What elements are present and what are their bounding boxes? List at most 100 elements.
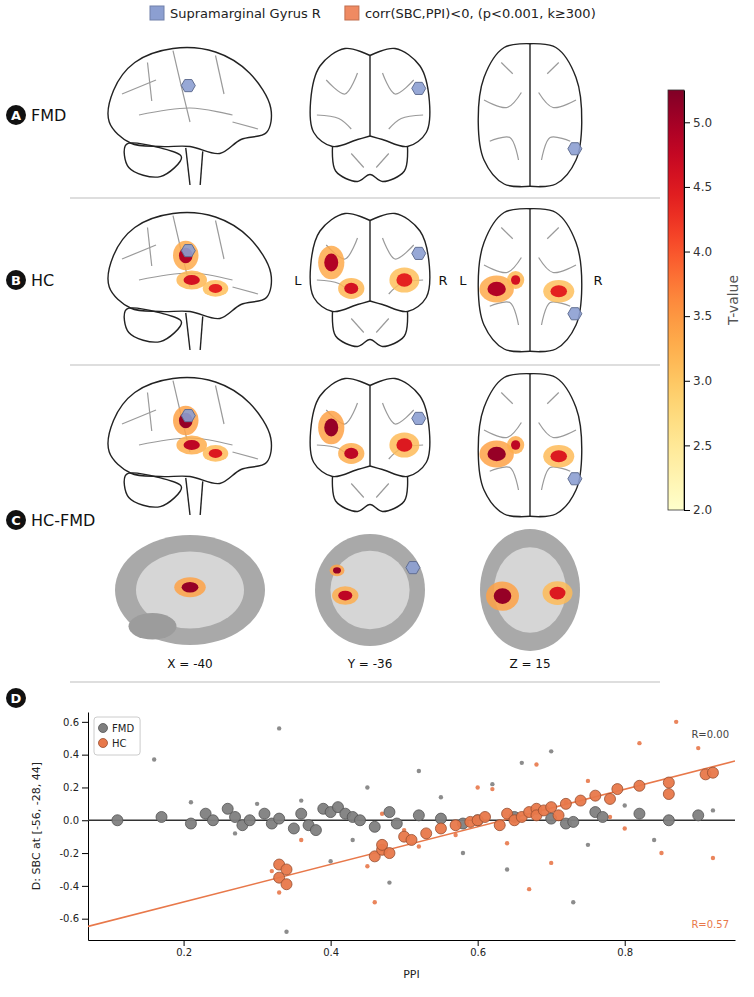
scatter-point [281,879,292,890]
scatter-point [693,810,704,821]
colorbar-tick-label: 3.5 [693,309,712,323]
sulcus [383,403,414,424]
cluster-halo [173,241,199,270]
cluster-peak [511,275,520,285]
scatter-dot [350,838,354,842]
sulcus [233,287,259,294]
colorbar-tick-mark [684,252,690,253]
cluster-peak [209,449,223,458]
colorbar-title: T-value [725,275,741,326]
scatter-dot [711,856,715,860]
cluster-peak [550,285,567,297]
sulcus [351,484,364,498]
y-tick-label: 0.6 [63,717,79,728]
cluster-peak [338,591,352,601]
glass-brain-cor [310,48,430,181]
brain-outline [530,374,582,517]
colorbar-gradient [668,90,684,510]
roi-marker [181,245,195,257]
slice-brain [115,535,265,645]
glass-brain-ax [478,209,582,352]
y-tick-label: 0.0 [63,815,79,826]
brain-outline [332,147,407,182]
colorbar-axis-line [684,91,685,511]
cluster-halo [176,436,207,455]
y-tick-label: 0.4 [63,749,79,760]
scatter-point [421,828,432,839]
roi-marker [406,562,420,574]
sulcus [542,137,571,160]
brain-outline [200,151,203,185]
slice-brain [480,529,580,651]
sulcus [148,63,152,102]
y-tick-label: 0.2 [63,782,79,793]
scatter-dot [475,785,479,789]
legend: FMDHC [94,717,140,755]
top-legend: Supramarginal Gyrus Rcorr(SBC,PPI)<0, (p… [150,6,596,21]
slice-label: X = -40 [167,657,213,671]
panel-badge [6,688,26,708]
sulcus [484,258,521,273]
side-label: R [439,273,448,288]
scatter-point [663,789,674,800]
colorbar-axis: 2.02.53.03.54.04.55.0 [684,91,712,518]
side-label: L [459,273,467,288]
slice-ax [480,529,580,651]
brain-outline [108,213,271,319]
y-axis: -0.6-0.4-0.20.00.20.40.6 [59,713,88,941]
colorbar-tick: 3.5 [684,309,712,323]
roi-marker [568,473,582,485]
cluster-halo [338,278,364,299]
scatter-dot [152,757,156,761]
roi-marker [412,412,426,424]
sulcus [547,393,559,404]
scatter-dot [637,741,641,745]
legend-box [94,717,140,755]
scatter-point [413,810,424,821]
cluster-halo [318,246,344,280]
panel-label: HC [31,271,54,290]
scatter-dot [299,798,303,802]
scatter-dot [534,762,538,766]
cluster-halo [332,586,358,604]
scatter-point [553,810,564,821]
scatter-dot [623,826,627,830]
cluster-peak [550,587,566,600]
side-label: L [294,273,302,288]
cluster-peak [511,440,520,450]
x-tick-label: 0.8 [617,947,633,958]
scatter-dot [505,867,509,871]
cluster-peak [209,284,223,293]
panel-label: FMD [31,106,66,125]
cluster-halo [543,280,574,303]
scatter-dot [571,900,575,904]
cluster-halo [174,577,206,597]
sulcus [139,108,233,115]
sulcus [216,56,225,95]
y-tick: 0.4 [63,749,88,760]
colorbar-tick: 5.0 [684,116,712,130]
brain-outline [529,209,530,352]
scatter-point [296,808,307,819]
brain-outline [186,148,190,185]
cluster-peak [494,588,512,604]
panel-badge [6,105,26,125]
y-axis-line [88,713,89,941]
scatter-point [634,780,645,791]
x-axis: 0.20.40.60.8 [89,940,736,958]
scatter-dot [520,761,524,765]
sulcus [148,228,152,267]
x-tick-mark [625,940,626,946]
annotation: R=0.57 [691,919,729,930]
sulcus [501,228,513,239]
scatter-point [568,816,579,827]
scatter-dot [527,887,531,891]
scatter-dot [284,930,288,934]
scatter-dot [277,726,281,730]
y-tick-mark [82,755,88,756]
brain-outline [332,312,407,347]
scatter-point [259,808,270,819]
scatter-dot [328,859,332,863]
cluster-halo [176,271,207,290]
colorbar-tick: 4.0 [684,245,712,259]
